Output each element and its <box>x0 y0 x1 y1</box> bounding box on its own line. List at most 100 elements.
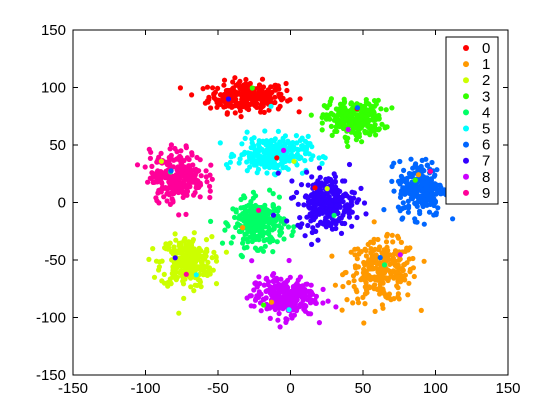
point <box>174 149 180 155</box>
point <box>264 170 270 176</box>
point <box>248 151 254 157</box>
point <box>266 220 272 226</box>
point <box>237 156 243 162</box>
legend-marker <box>463 93 469 100</box>
point <box>204 246 210 252</box>
point <box>316 320 322 326</box>
point <box>368 250 374 256</box>
point <box>344 297 350 303</box>
point <box>219 240 226 246</box>
legend-marker <box>463 189 469 196</box>
point <box>248 293 254 299</box>
point <box>195 277 202 283</box>
point <box>239 254 245 260</box>
point <box>173 237 179 243</box>
point <box>305 311 312 317</box>
point <box>161 194 167 200</box>
point <box>172 231 178 237</box>
point <box>260 103 266 109</box>
x-tick-label: 150 <box>495 380 520 397</box>
point <box>256 141 262 147</box>
series-6 <box>381 156 456 227</box>
point <box>168 152 174 159</box>
point <box>354 289 360 295</box>
y-tick-label: 100 <box>41 80 66 97</box>
point <box>315 237 321 243</box>
point <box>297 96 303 102</box>
point <box>371 219 377 225</box>
point <box>247 226 253 232</box>
point <box>259 76 266 82</box>
point <box>165 283 171 289</box>
legend-label: 0 <box>482 40 490 57</box>
point <box>308 156 314 162</box>
point <box>323 215 329 221</box>
point <box>332 178 338 184</box>
point <box>250 233 256 239</box>
point <box>148 175 155 182</box>
point <box>164 198 170 204</box>
point <box>265 155 271 161</box>
point <box>397 279 404 285</box>
point <box>274 275 280 281</box>
point <box>236 104 243 111</box>
point <box>333 106 339 112</box>
point <box>262 128 268 134</box>
point <box>250 189 256 195</box>
point <box>179 260 185 266</box>
point <box>232 75 238 81</box>
point <box>249 85 255 91</box>
point <box>414 165 420 171</box>
point <box>244 295 250 301</box>
point <box>282 141 288 147</box>
point <box>233 224 239 230</box>
x-tick-label: -50 <box>207 380 229 397</box>
point <box>372 308 378 314</box>
point <box>355 246 361 252</box>
point <box>400 185 406 191</box>
point <box>287 274 293 280</box>
series-1 <box>329 219 427 326</box>
point <box>342 178 348 184</box>
point <box>198 284 204 290</box>
point <box>398 191 404 197</box>
point <box>224 111 230 117</box>
point <box>249 140 255 146</box>
point <box>262 243 268 249</box>
point <box>183 271 189 277</box>
point <box>338 230 345 236</box>
point <box>431 202 437 209</box>
legend-label: 4 <box>482 104 490 121</box>
point <box>233 207 239 213</box>
point <box>142 164 148 170</box>
point <box>328 96 334 102</box>
legend-box <box>445 36 499 205</box>
point <box>263 148 269 154</box>
point <box>276 86 282 92</box>
y-tick-label: -100 <box>36 310 66 327</box>
point <box>181 158 187 164</box>
point <box>340 272 346 278</box>
legend-label: 5 <box>482 121 490 138</box>
point <box>211 249 217 255</box>
point <box>232 110 238 116</box>
point <box>204 179 210 185</box>
point <box>402 179 408 185</box>
point <box>375 236 381 243</box>
point <box>256 289 262 295</box>
point <box>191 288 197 294</box>
point <box>270 202 276 208</box>
point <box>210 85 216 91</box>
point <box>330 112 337 118</box>
point <box>236 215 242 221</box>
point <box>192 190 198 196</box>
point <box>289 178 295 184</box>
point <box>305 222 311 229</box>
point <box>323 196 329 202</box>
point <box>241 213 247 219</box>
point <box>358 185 364 191</box>
point <box>406 256 412 262</box>
point <box>386 275 392 281</box>
point <box>167 240 173 246</box>
point <box>177 85 183 91</box>
